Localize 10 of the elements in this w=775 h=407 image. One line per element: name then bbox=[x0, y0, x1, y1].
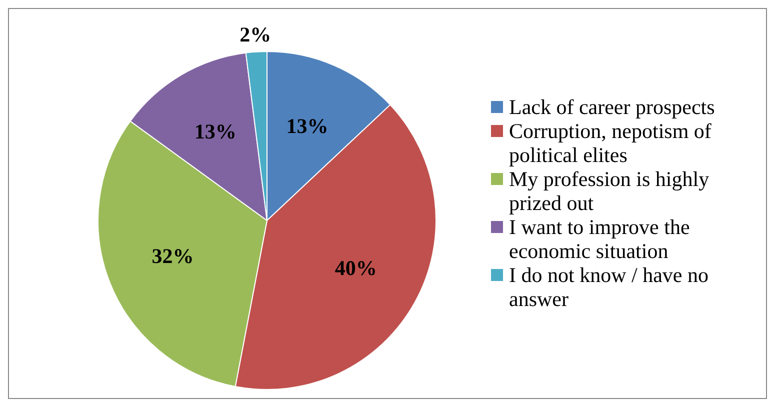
data-label: 13% bbox=[194, 120, 236, 144]
data-label: 40% bbox=[334, 256, 377, 280]
data-label: 32% bbox=[152, 244, 194, 268]
data-label: 2% bbox=[240, 22, 272, 46]
legend-label: Lack of career prospects bbox=[509, 95, 715, 119]
legend-label: Corruption, nepotism of political elites bbox=[509, 119, 712, 167]
legend-label: My profession is highly prized out bbox=[509, 167, 710, 215]
legend-label: I want to improve the economic situation bbox=[509, 215, 691, 263]
data-label: 13% bbox=[286, 114, 328, 138]
legend-label: I do not know / have no answer bbox=[509, 263, 710, 311]
